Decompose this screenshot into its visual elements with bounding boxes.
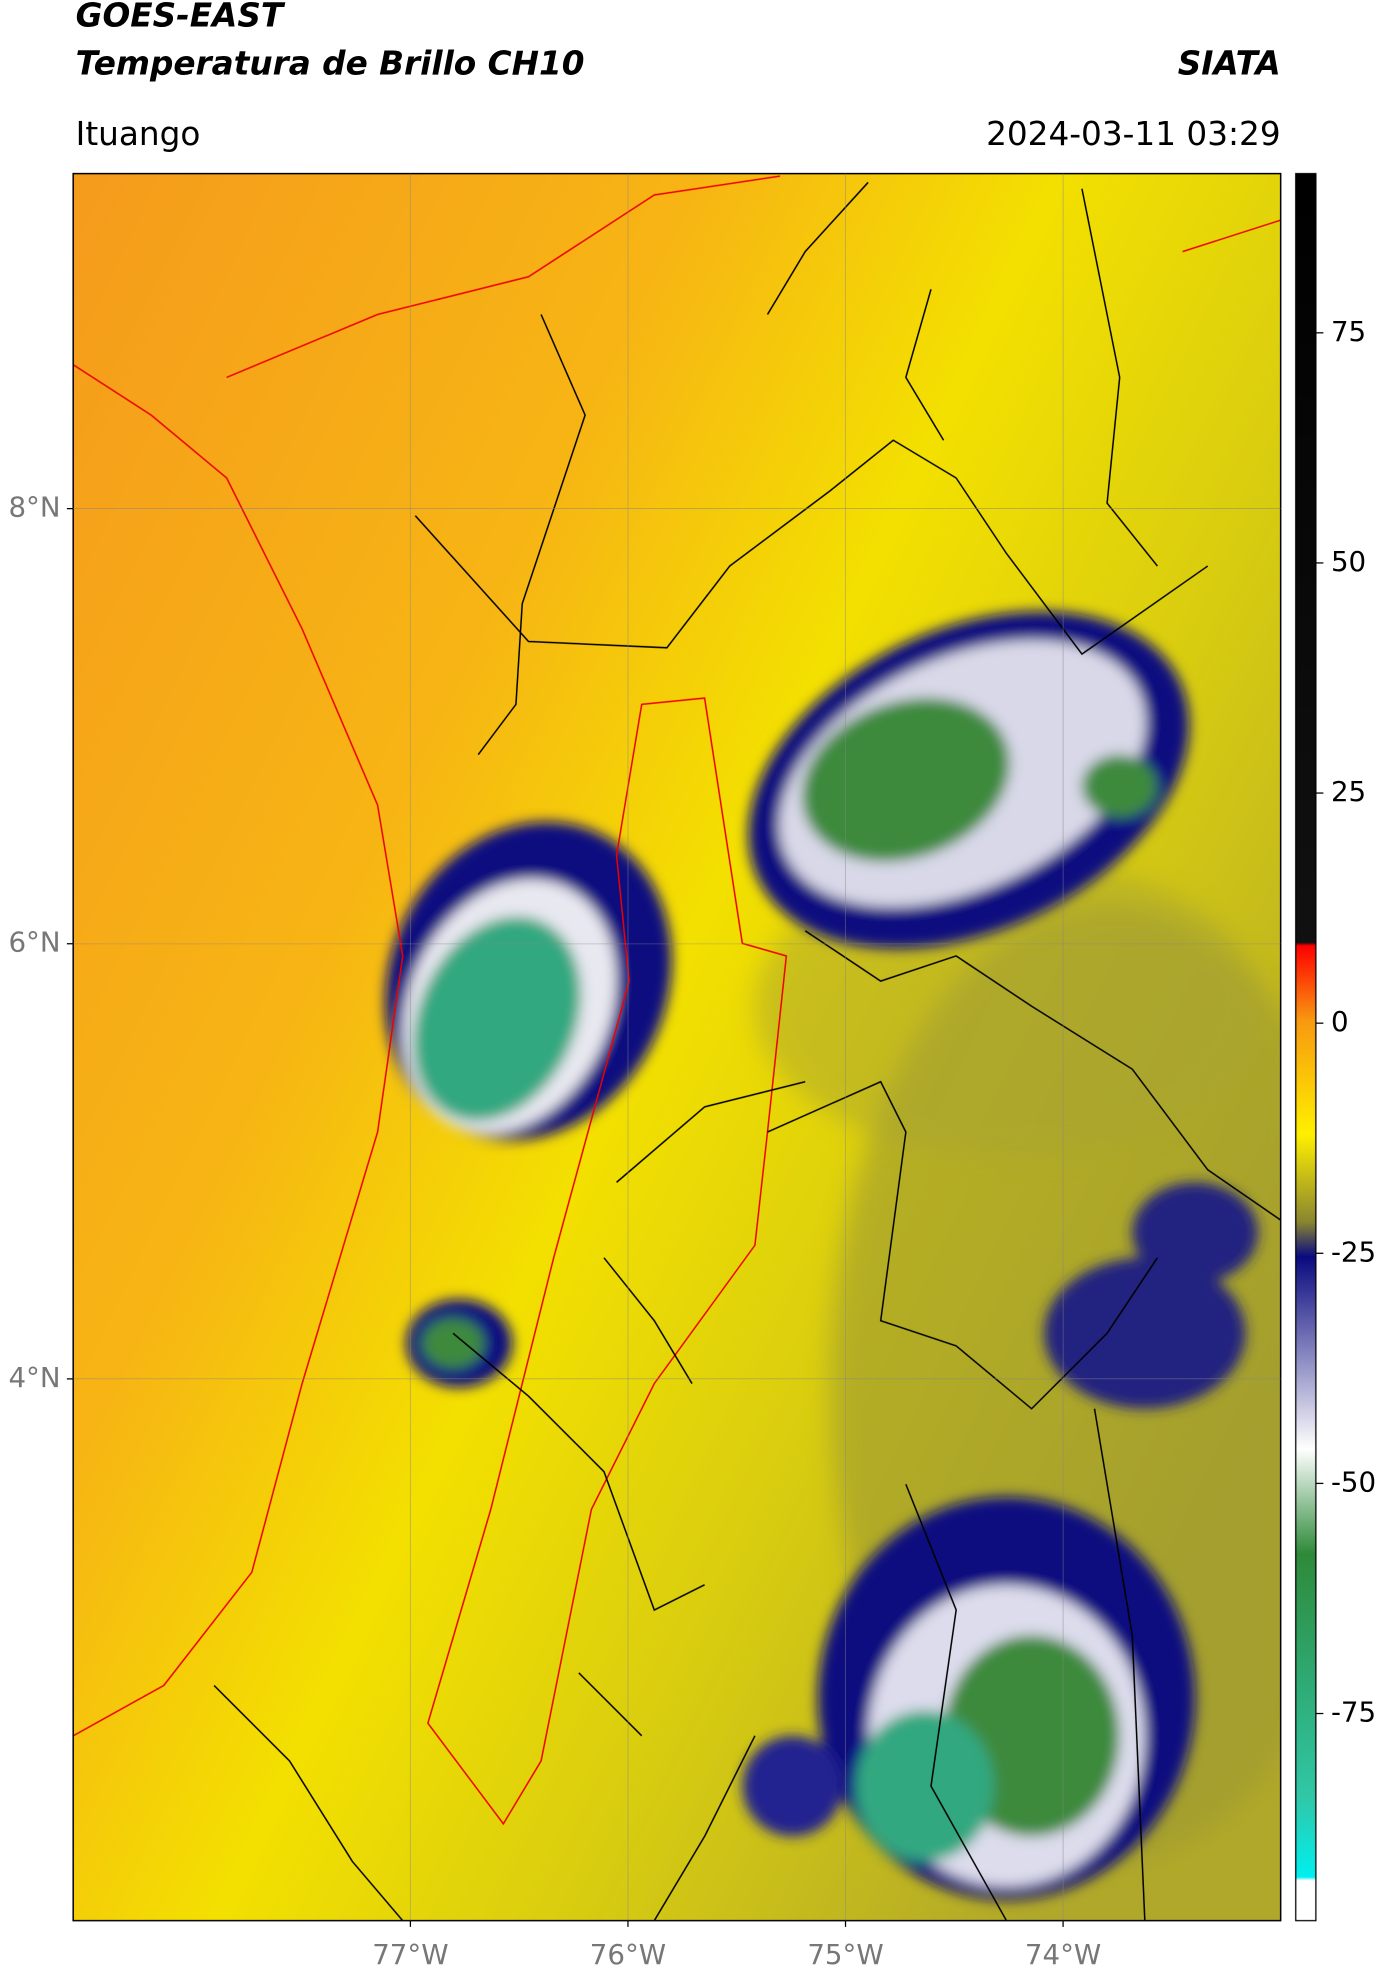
x-tick-label: 77°W	[372, 1938, 448, 1971]
y-tick-label: 8°N	[8, 491, 60, 524]
y-tick-label: 6°N	[8, 926, 60, 959]
colorbar-tick-label: -25	[1331, 1235, 1376, 1268]
colorbar-tick-label: -50	[1331, 1465, 1376, 1498]
colorbar-tick-label: 75	[1331, 315, 1366, 348]
y-tick-label: 4°N	[8, 1361, 60, 1394]
map-image	[73, 173, 1281, 1921]
title: GOES-EAST	[76, 0, 286, 35]
x-tick-label: 74°W	[1025, 1938, 1101, 1971]
location: Ituango	[76, 115, 201, 153]
x-tick-label: 76°W	[590, 1938, 666, 1971]
colorbar-tick-label: 50	[1331, 545, 1366, 578]
colorbar	[1295, 172, 1317, 1922]
colorbar-tick-label: -75	[1331, 1696, 1376, 1729]
subtitle: Temperatura de Brillo CH10	[76, 44, 585, 82]
colorbar-tick-label: 25	[1331, 775, 1366, 808]
colorbar-tick-label: 0	[1331, 1005, 1349, 1038]
map-frame	[72, 172, 1282, 1922]
datetime: 2024-03-11 03:29	[986, 115, 1281, 153]
x-tick-label: 75°W	[807, 1938, 883, 1971]
source: SIATA	[1178, 44, 1281, 82]
